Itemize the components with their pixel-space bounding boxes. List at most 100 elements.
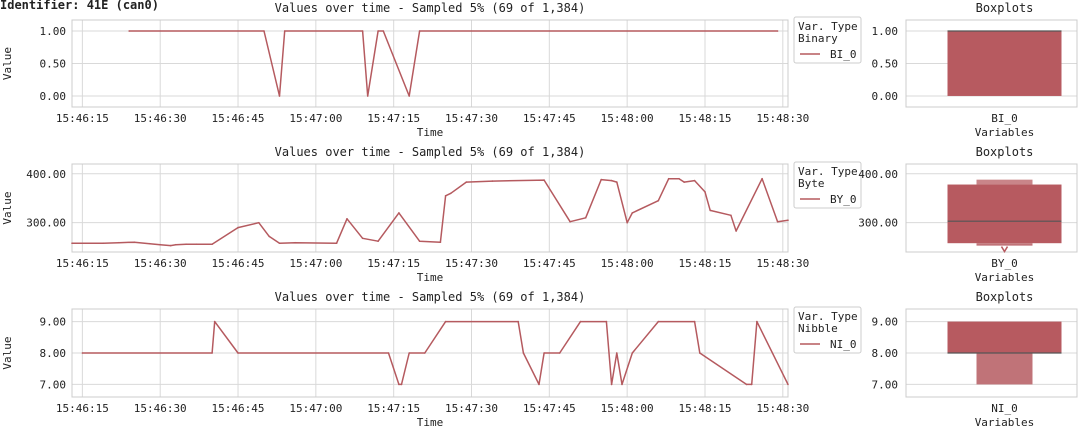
ni-data-point	[444, 320, 447, 323]
bi-yaxis-label: Value	[1, 47, 14, 80]
bi-xtick-label: 15:46:30	[134, 112, 187, 125]
ni-data-point	[237, 352, 239, 354]
bi-box-ytick-label: 0.50	[872, 58, 899, 71]
by-data-point	[693, 179, 696, 182]
bi-data-point	[408, 95, 411, 97]
by-ytick-label: 300.00	[26, 217, 66, 230]
bi-data-point	[377, 30, 379, 32]
by-xtick-label: 15:47:00	[289, 257, 342, 270]
ni-data-point	[543, 352, 545, 354]
by-xtick-label: 15:46:45	[212, 257, 265, 270]
by-xtick-label: 15:46:30	[134, 257, 187, 270]
ni-data-point	[657, 320, 660, 323]
by-data-point	[678, 177, 680, 180]
by-xtick-label: 15:47:30	[445, 257, 498, 270]
ni-xtick-label: 15:46:30	[134, 402, 187, 415]
by-data-point	[776, 220, 779, 223]
bi-legend-title: Var. Type	[798, 20, 858, 33]
by-xtick-label: 15:47:45	[523, 257, 576, 270]
ni-box-xaxis-label: Variables	[975, 416, 1035, 429]
bi-xtick-label: 15:47:45	[523, 112, 576, 125]
bi-xtick-label: 15:47:00	[289, 112, 342, 125]
by-data-point	[667, 177, 670, 180]
by-data-point	[71, 242, 73, 244]
bi-box-title: Boxplots	[976, 1, 1034, 15]
ni-line-title: Values over time - Sampled 5% (69 of 1,3…	[275, 290, 586, 304]
bi-data-point	[382, 30, 385, 32]
bi-xtick-label: 15:47:15	[367, 112, 420, 125]
by-yaxis-label: Value	[1, 191, 14, 224]
bi-box-xaxis-label: Variables	[975, 126, 1035, 139]
by-data-point	[569, 220, 571, 223]
ni-xaxis-label: Time	[417, 416, 444, 429]
ni-data-point	[398, 383, 400, 386]
by-data-point	[278, 242, 281, 244]
by-xtick-label: 15:48:00	[601, 257, 654, 270]
by-data-point	[616, 181, 618, 183]
identifier-label: Identifier: 41E (can0)	[0, 0, 159, 12]
by-data-point	[149, 242, 151, 245]
by-box-body	[947, 184, 1062, 244]
ni-data-point	[81, 352, 84, 354]
ni-xtick-label: 15:47:00	[289, 402, 342, 415]
bi-box-frame	[905, 19, 1078, 108]
ni-data-point	[517, 320, 519, 323]
by-xtick-label: 15:48:15	[678, 257, 731, 270]
bi-ytick-label: 0.50	[40, 58, 67, 71]
by-data-point	[398, 212, 400, 214]
ni-box-category: NI_0	[991, 402, 1018, 415]
by-box-ytick-label: 400.00	[858, 168, 898, 181]
bi-ytick-label: 0.00	[40, 90, 67, 103]
by-data-point	[346, 218, 348, 220]
bi-xtick-label: 15:47:30	[445, 112, 498, 125]
by-legend-entry: BY_0	[830, 193, 857, 206]
by-data-point	[626, 221, 628, 224]
by-legend-subtitle: Byte	[798, 177, 825, 190]
bi-box-ytick-label: 0.00	[872, 90, 899, 103]
by-box-ytick-label: 300.00	[858, 217, 898, 230]
by-xtick-label: 15:48:30	[756, 257, 809, 270]
ni-box-lower	[976, 353, 1033, 385]
by-data-point	[709, 209, 711, 212]
ni-yaxis-label: Value	[1, 336, 14, 369]
ni-xtick-label: 15:46:45	[212, 402, 265, 415]
by-data-point	[195, 243, 198, 245]
ni-data-point	[631, 352, 634, 354]
ni-data-point	[605, 320, 608, 323]
by-data-point	[704, 191, 706, 193]
ni-box-ytick-label: 9.00	[872, 316, 899, 329]
by-box-frame	[905, 163, 1078, 253]
by-data-point	[418, 240, 421, 242]
by-xtick-label: 15:46:15	[56, 257, 109, 270]
by-data-point	[543, 179, 545, 181]
bi-xtick-label: 15:48:30	[756, 112, 809, 125]
by-data-point	[237, 226, 239, 229]
bi-xtick-label: 15:48:15	[678, 112, 731, 125]
ni-box-frame	[905, 308, 1078, 398]
by-data-point	[465, 181, 468, 183]
bi-data-point	[418, 30, 421, 32]
bi-box-body	[947, 31, 1062, 96]
by-box-title: Boxplots	[976, 145, 1034, 159]
ni-box-body	[947, 321, 1062, 353]
bi-data-point	[776, 30, 779, 32]
ni-data-point	[787, 383, 789, 386]
bi-legend-box	[793, 16, 862, 64]
by-ytick-label: 400.00	[26, 168, 66, 181]
by-data-point	[761, 177, 763, 180]
ni-data-point	[424, 352, 426, 354]
bi-legend-entry: BI_0	[830, 48, 857, 61]
by-data-point	[444, 195, 447, 197]
by-box-xaxis-label: Variables	[975, 271, 1035, 284]
ni-data-point	[213, 320, 216, 323]
ni-plot-frame	[71, 308, 789, 398]
ni-ytick-label: 7.00	[40, 378, 67, 391]
bi-box-category: BI_0	[991, 112, 1018, 125]
bi-data-point	[283, 30, 286, 32]
by-box-outlier	[1000, 246, 1009, 254]
ni-data-point	[522, 352, 525, 354]
ni-xtick-label: 15:47:15	[367, 402, 420, 415]
ni-data-point	[699, 352, 701, 354]
bi-data-point	[361, 30, 364, 32]
